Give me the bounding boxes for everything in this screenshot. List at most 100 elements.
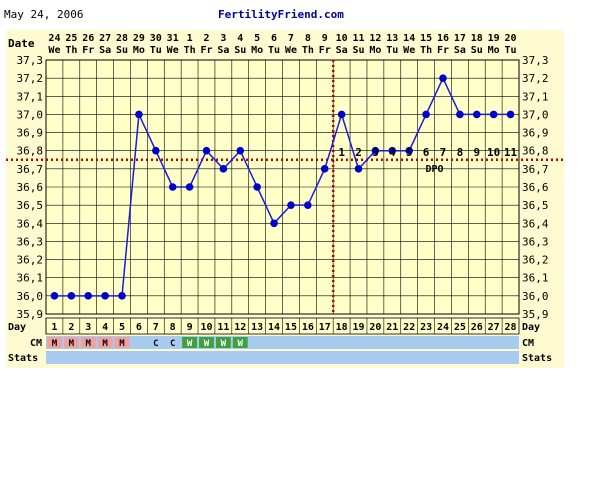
day-number-label: 23 <box>420 322 432 333</box>
dpo-number: 6 <box>423 146 430 159</box>
y-tick-label-left: 36,6 <box>17 181 44 194</box>
y-tick-label-right: 36,8 <box>522 145 549 158</box>
date-number-label: 20 <box>505 33 517 44</box>
date-number-label: 13 <box>386 33 398 44</box>
day-number-label: 7 <box>153 322 159 333</box>
y-tick-label-right: 37,0 <box>522 108 549 121</box>
temperature-point <box>472 110 481 119</box>
date-number-label: 6 <box>271 33 277 44</box>
cm-row-label-right: CM <box>522 338 534 349</box>
cm-code-label: M <box>102 339 108 349</box>
temperature-point <box>489 110 498 119</box>
y-tick-labels: 35,9 35,9 36,0 36,0 36,1 36,1 36,2 36,2 36,3 36,3… <box>17 54 549 321</box>
y-tick-label-left: 36,8 <box>17 145 44 158</box>
date-number-label: 28 <box>116 33 128 44</box>
day-number-label: 26 <box>471 322 483 333</box>
weekday-label: Th <box>65 45 77 56</box>
day-number-label: 25 <box>454 322 466 333</box>
cm-code-label: M <box>86 339 92 349</box>
dpo-number: 10 <box>487 146 500 159</box>
weekday-label: Fr <box>200 45 212 56</box>
weekday-label: Sa <box>99 45 111 56</box>
temperature-point <box>354 165 363 173</box>
y-tick-label-right: 36,1 <box>522 272 549 285</box>
temperature-point <box>168 183 177 191</box>
cm-code-label: W <box>221 339 227 349</box>
date-number-label: 2 <box>203 33 209 44</box>
date-number-label: 24 <box>48 33 60 44</box>
cm-cell <box>232 337 248 348</box>
day-number-label: 10 <box>200 322 212 333</box>
cm-code-label: M <box>69 339 75 349</box>
cm-cell <box>114 337 130 348</box>
weekday-label: Tu <box>268 45 280 56</box>
site-link[interactable]: FertilityFriend.com <box>218 8 344 21</box>
y-tick-label-right: 36,6 <box>522 181 549 194</box>
date-number-label: 9 <box>322 33 328 44</box>
dpo-layer: 1 2 3 4 5 6 7 8 9 10 11 DPO <box>338 146 517 175</box>
weekday-label: Th <box>184 45 196 56</box>
cm-code-label: C <box>153 339 158 349</box>
y-tick-label-left: 36,2 <box>17 254 44 267</box>
cm-cell <box>199 337 214 348</box>
day-number-label: 16 <box>302 322 314 333</box>
dpo-number: 11 <box>504 146 518 159</box>
date-number-label: 27 <box>99 33 111 44</box>
day-number-label: 22 <box>403 322 415 333</box>
cm-code-label: C <box>170 339 175 349</box>
weekday-label: Su <box>234 45 246 56</box>
temperature-point <box>84 292 93 300</box>
cm-cell <box>47 337 62 348</box>
cm-cell <box>182 337 198 348</box>
date-number-label: 26 <box>82 33 94 44</box>
day-number-label: 3 <box>85 322 91 333</box>
stats-row-label-left: Stats <box>8 353 38 364</box>
weekday-label: Fr <box>437 45 449 56</box>
y-tick-label-right: 36,3 <box>522 235 549 248</box>
date-row-label-left: Date <box>8 37 35 50</box>
date-number-label: 8 <box>305 33 311 44</box>
temperature-point <box>185 183 194 191</box>
weekday-label: Su <box>471 45 483 56</box>
y-tick-label-left: 36,1 <box>17 272 44 285</box>
dpo-number: 9 <box>473 146 480 159</box>
date-number-label: 3 <box>220 33 226 44</box>
weekday-label: Mo <box>133 45 145 56</box>
cm-cell <box>63 337 79 348</box>
date-number-label: 12 <box>369 33 381 44</box>
weekday-label: Mo <box>251 45 263 56</box>
weekday-label: Mo <box>369 45 381 56</box>
day-number-label: 4 <box>102 322 108 333</box>
temperature-point <box>202 146 211 155</box>
dpo-number: 7 <box>440 146 447 159</box>
dpo-number: 5 <box>406 146 413 159</box>
y-tick-label-left: 36,9 <box>17 127 44 140</box>
temperature-point <box>67 292 76 300</box>
date-number-label: 31 <box>167 33 179 44</box>
y-tick-label-left: 36,5 <box>17 199 44 212</box>
temperature-point <box>152 146 160 155</box>
weekday-label: We <box>285 45 297 56</box>
temperature-point <box>270 219 278 228</box>
temperature-point <box>422 110 430 119</box>
cm-cell <box>80 337 96 348</box>
date-number-label: 11 <box>352 33 364 44</box>
day-number-label: 12 <box>234 322 246 333</box>
date-number-label: 19 <box>488 33 500 44</box>
y-tick-label-right: 36,4 <box>522 217 549 230</box>
date-number-label: 15 <box>420 33 432 44</box>
y-tick-label-left: 35,9 <box>17 308 44 321</box>
date-number-label: 7 <box>288 33 294 44</box>
weekday-label: We <box>167 45 179 56</box>
day-number-label: 2 <box>68 322 74 333</box>
y-tick-label-right: 36,5 <box>522 199 549 212</box>
chart-date: May 24, 2006 <box>4 8 84 21</box>
dpo-number: 8 <box>457 146 464 159</box>
weekday-label: Th <box>420 45 432 56</box>
day-number-label: 21 <box>386 322 398 333</box>
y-tick-label-right: 37,3 <box>522 54 549 67</box>
weekday-label: Mo <box>488 45 500 56</box>
y-tick-label-left: 37,0 <box>17 108 44 121</box>
cm-cell <box>148 337 164 348</box>
day-number-label: 11 <box>217 322 229 333</box>
